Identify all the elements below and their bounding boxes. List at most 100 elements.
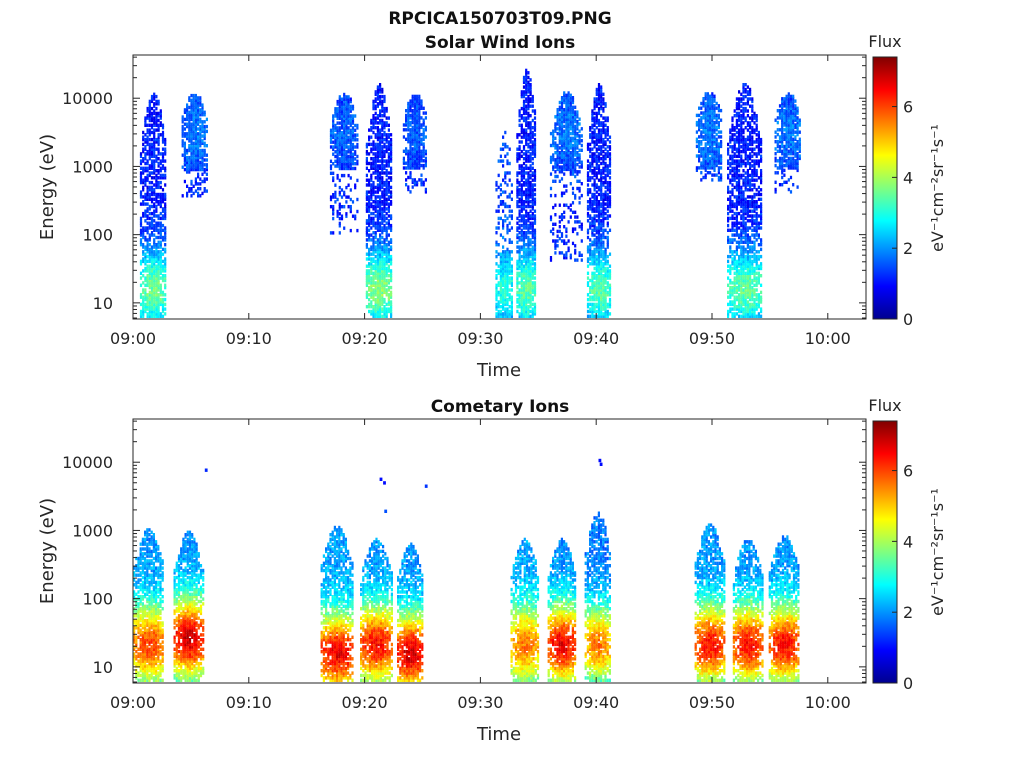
heatmap-cell <box>580 227 583 231</box>
heatmap-cell <box>593 254 596 259</box>
heatmap-cell <box>552 143 555 148</box>
heatmap-cell <box>569 162 572 167</box>
heatmap-cell <box>576 158 579 162</box>
heatmap-cell <box>731 226 734 230</box>
heatmap-cell <box>502 159 505 163</box>
heatmap-cell <box>717 123 720 127</box>
heatmap-cell <box>374 214 377 218</box>
heatmap-cell <box>379 176 382 180</box>
heatmap-cell <box>520 114 523 118</box>
heatmap-cell <box>370 118 373 123</box>
heatmap-cell <box>190 165 193 169</box>
heatmap-cell <box>591 281 594 285</box>
heatmap-cell <box>715 125 718 129</box>
heatmap-cell <box>713 130 716 134</box>
heatmap-cell <box>606 254 609 259</box>
heatmap-cell <box>727 259 730 264</box>
heatmap-cell <box>525 285 528 290</box>
heatmap-cell <box>345 212 348 216</box>
heatmap-cell <box>385 207 388 211</box>
heatmap-cell <box>409 144 412 149</box>
heatmap-cell <box>418 116 421 120</box>
heatmap-cell <box>153 211 156 216</box>
heatmap-cell <box>418 130 421 134</box>
heatmap-cell <box>731 257 734 261</box>
heatmap-cell <box>201 139 204 143</box>
heatmap-cell <box>735 154 738 158</box>
heatmap-cell <box>709 140 712 144</box>
heatmap-cell <box>381 137 384 142</box>
heatmap-cell <box>379 137 382 142</box>
heatmap-cell <box>571 165 575 169</box>
heatmap-cell <box>504 180 507 185</box>
heatmap-cell <box>424 152 427 156</box>
heatmap-cell <box>604 133 607 137</box>
heatmap-cell <box>731 228 734 232</box>
heatmap-cell <box>345 159 348 163</box>
heatmap-cell <box>381 128 384 132</box>
heatmap-cell <box>201 151 204 155</box>
heatmap-cell <box>593 243 596 247</box>
heatmap-cell <box>416 116 419 120</box>
heatmap-cell <box>150 190 154 194</box>
heatmap-cell <box>506 183 509 187</box>
heatmap-cell <box>379 233 382 237</box>
heatmap-cell <box>706 101 709 106</box>
heatmap-cell <box>604 271 607 275</box>
heatmap-cell <box>717 144 720 149</box>
heatmap-cell <box>205 124 208 129</box>
heatmap-cell <box>600 133 603 137</box>
heatmap-cell <box>580 139 583 143</box>
heatmap-cell <box>379 152 382 156</box>
heatmap-cell <box>495 293 498 297</box>
heatmap-cell <box>565 229 568 234</box>
heatmap-cell <box>709 108 712 113</box>
heatmap-cell <box>387 128 390 132</box>
heatmap-cell <box>409 113 412 118</box>
heatmap-cell <box>150 111 154 116</box>
heatmap-cell <box>595 214 598 218</box>
heatmap-cell <box>586 171 590 175</box>
heatmap-cell <box>600 202 603 206</box>
heatmap-cell <box>407 152 410 156</box>
heatmap-cell <box>190 194 193 198</box>
heatmap-cell <box>416 135 419 139</box>
heatmap-cell <box>593 216 596 221</box>
heatmap-cell <box>527 226 530 230</box>
heatmap-cell <box>531 171 534 175</box>
heatmap-cell <box>595 204 598 209</box>
heatmap-cell <box>704 149 707 153</box>
heatmap-cell <box>497 300 500 304</box>
heatmap-cell <box>356 138 359 142</box>
heatmap-cell <box>402 161 405 165</box>
heatmap-cell <box>383 126 386 130</box>
heatmap-cell <box>499 269 502 273</box>
heatmap-cell <box>520 171 523 175</box>
heatmap-cell <box>591 223 594 228</box>
heatmap-cell <box>379 235 382 240</box>
heatmap-cell <box>591 307 594 311</box>
heatmap-cell <box>390 166 393 170</box>
heatmap-cell <box>379 264 382 268</box>
heatmap-cell <box>199 108 202 112</box>
heatmap-cell <box>343 226 346 230</box>
heatmap-cell <box>139 293 143 297</box>
heatmap-cell <box>593 283 596 287</box>
heatmap-cell <box>556 146 559 150</box>
heatmap-cell <box>597 257 601 261</box>
heatmap-cell <box>376 254 379 259</box>
heatmap-cell <box>502 307 505 311</box>
heatmap-cell <box>529 78 532 82</box>
heatmap-cell <box>385 269 388 273</box>
heatmap-cell <box>495 302 498 307</box>
heatmap-cell <box>600 300 603 304</box>
heatmap-cell <box>522 171 526 175</box>
heatmap-cell <box>529 285 532 290</box>
heatmap-cell <box>595 202 598 206</box>
heatmap-cell <box>150 309 154 314</box>
heatmap-cell <box>608 214 612 218</box>
heatmap-cell <box>148 297 151 302</box>
heatmap-cell <box>142 180 145 185</box>
heatmap-cell <box>597 178 601 182</box>
heatmap-cell <box>602 223 605 228</box>
